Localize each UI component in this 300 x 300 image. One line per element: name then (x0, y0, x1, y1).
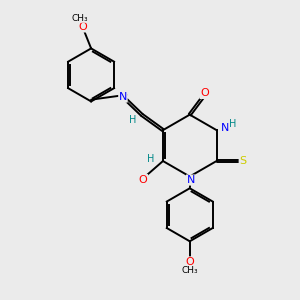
Text: S: S (239, 156, 247, 166)
Text: H: H (147, 154, 154, 164)
Text: O: O (200, 88, 209, 98)
Text: H: H (129, 115, 136, 125)
Text: N: N (119, 92, 127, 102)
Text: CH₃: CH₃ (71, 14, 88, 22)
Text: O: O (185, 257, 194, 267)
Text: O: O (139, 175, 148, 184)
Text: N: N (220, 123, 229, 133)
Text: CH₃: CH₃ (182, 266, 198, 275)
Text: H: H (229, 118, 237, 129)
Text: N: N (186, 175, 195, 185)
Text: O: O (79, 22, 87, 32)
